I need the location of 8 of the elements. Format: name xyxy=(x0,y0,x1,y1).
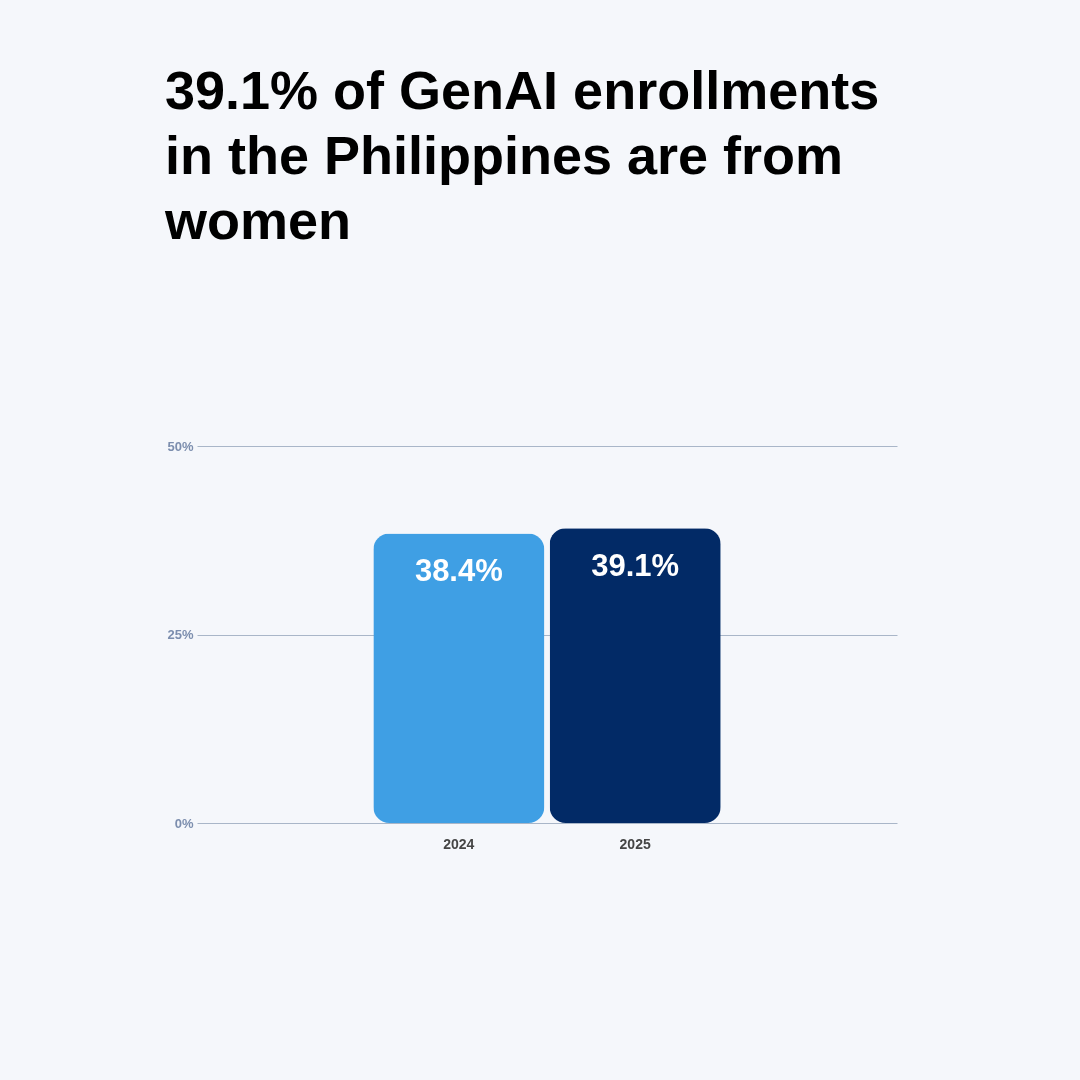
y-tick-label: 0% xyxy=(174,815,194,831)
chart-title: 39.1% of GenAI enrollments in the Philippines are from women xyxy=(164,60,880,250)
x-tick-label: 2024 xyxy=(443,835,475,852)
y-tick-label: 25% xyxy=(167,627,194,642)
data-label: 39.1% xyxy=(591,548,680,584)
x-tick-label: 2025 xyxy=(619,835,651,852)
data-label: 38.4% xyxy=(414,553,503,589)
y-tick-label: 50% xyxy=(167,438,194,454)
